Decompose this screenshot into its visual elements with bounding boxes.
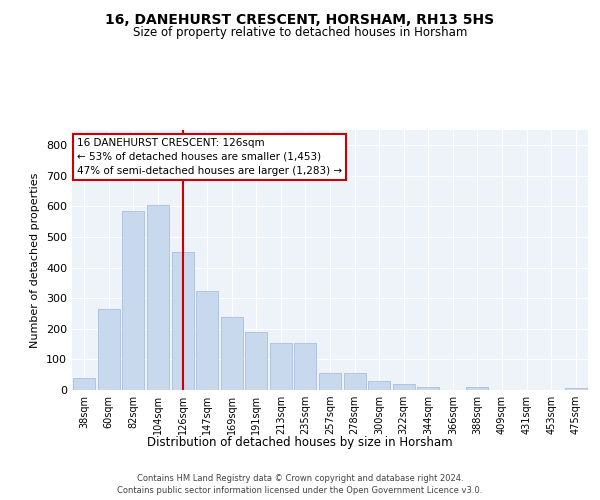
Bar: [392, 384, 415, 390]
Bar: [295, 342, 316, 390]
Text: Contains HM Land Registry data © Crown copyright and database right 2024.
Contai: Contains HM Land Registry data © Crown c…: [118, 474, 482, 495]
Bar: [368, 381, 390, 390]
Bar: [147, 205, 169, 390]
Y-axis label: Number of detached properties: Number of detached properties: [31, 172, 40, 348]
Text: Distribution of detached houses by size in Horsham: Distribution of detached houses by size …: [147, 436, 453, 449]
Text: Size of property relative to detached houses in Horsham: Size of property relative to detached ho…: [133, 26, 467, 39]
Bar: [565, 388, 587, 390]
Bar: [319, 373, 341, 390]
Text: 16 DANEHURST CRESCENT: 126sqm
← 53% of detached houses are smaller (1,453)
47% o: 16 DANEHURST CRESCENT: 126sqm ← 53% of d…: [77, 138, 342, 176]
Bar: [466, 387, 488, 390]
Bar: [172, 252, 194, 390]
Bar: [196, 290, 218, 390]
Bar: [417, 387, 439, 390]
Bar: [98, 309, 120, 390]
Bar: [221, 316, 243, 390]
Bar: [73, 378, 95, 390]
Text: 16, DANEHURST CRESCENT, HORSHAM, RH13 5HS: 16, DANEHURST CRESCENT, HORSHAM, RH13 5H…: [106, 12, 494, 26]
Bar: [344, 373, 365, 390]
Bar: [270, 342, 292, 390]
Bar: [122, 211, 145, 390]
Bar: [245, 332, 268, 390]
